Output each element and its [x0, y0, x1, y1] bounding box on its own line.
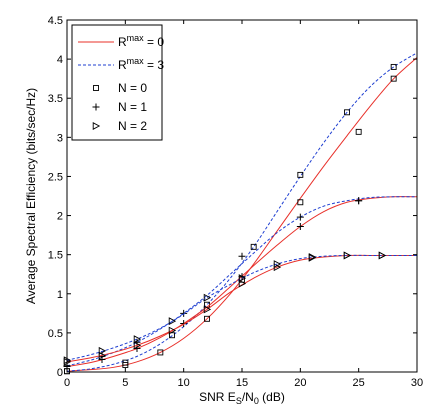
series-1-marker-6 — [344, 109, 350, 116]
series-4-marker-2 — [133, 341, 142, 350]
y-tick-label-3: 1.5 — [48, 250, 63, 262]
series-5-marker-1 — [98, 346, 107, 355]
x-tick-label-3: 15 — [236, 377, 248, 389]
series-3-marker-4 — [238, 252, 246, 260]
series-1-marker-1 — [122, 359, 129, 366]
series-5-marker-7 — [308, 253, 317, 261]
series-line-4 — [66, 254, 417, 363]
series-0-marker-3 — [204, 315, 210, 322]
series-5-marker-3 — [168, 317, 177, 326]
series-line-5 — [66, 254, 417, 361]
series-3-marker-5 — [296, 213, 304, 221]
x-axis-label: SNR ES/N0 (dB) — [199, 390, 285, 406]
y-axis-label: Average Spectral Efficiency (bits/sec/Hz… — [24, 88, 38, 304]
series-line-1 — [66, 52, 418, 372]
series-4-marker-3 — [168, 326, 177, 335]
y-tick-label-5: 2.5 — [48, 171, 63, 183]
y-tick-label-2: 1 — [57, 289, 63, 301]
y-tick-label-6: 3 — [57, 132, 63, 144]
series-line-3 — [66, 196, 418, 367]
y-tick-label-9: 4.5 — [48, 15, 63, 27]
series-0-marker-7 — [390, 75, 397, 82]
legend-marker-0 — [93, 85, 99, 91]
series-2-marker-5 — [296, 223, 304, 231]
legend-marker-label-0: N = 0 — [118, 81, 147, 95]
series-0-marker-2 — [157, 349, 164, 356]
legend-label-0: Rmax = 0 — [118, 33, 164, 49]
series-5-marker-2 — [133, 335, 142, 344]
series-5-marker-4 — [203, 293, 212, 302]
series-1-marker-5 — [297, 171, 304, 178]
series-4-marker-5 — [238, 279, 247, 288]
series-1-marker-7 — [390, 63, 397, 70]
x-tick-label-4: 20 — [294, 377, 306, 389]
axes-layer: 0 5 10 15 20 25 30 0 0.5 1 1.5 2 2.5 3 3.5 4 4.5 — [48, 15, 423, 389]
x-tick-label-2: 10 — [178, 377, 190, 389]
series-1-marker-4 — [250, 243, 257, 250]
x-axis-label-part-1: S — [236, 396, 242, 406]
y-tick-label-0: 0 — [57, 367, 63, 379]
x-axis-label-part-3: 0 — [254, 396, 259, 406]
series-4-marker-1 — [98, 351, 107, 360]
legend-marker-2 — [92, 122, 101, 130]
series-3-marker-3 — [180, 309, 188, 317]
x-tick-label-1: 5 — [122, 377, 128, 389]
series-layer — [63, 52, 418, 375]
series-5-marker-6 — [273, 260, 282, 269]
legend-box — [71, 24, 163, 141]
legend-marker-1 — [92, 103, 100, 111]
legend-marker-label-2: N = 2 — [118, 119, 147, 133]
x-axis-label-part-0: SNR E — [199, 390, 236, 404]
y-tick-label-1: 0.5 — [48, 328, 63, 340]
x-tick-label-6: 30 — [411, 377, 423, 389]
x-tick-label-5: 25 — [353, 377, 365, 389]
series-0-marker-6 — [355, 128, 362, 135]
legend: Rmax = 0 Rmax = 3 N = 0 N = 1 N = 2 — [71, 24, 164, 141]
series-5-marker-8 — [343, 251, 352, 260]
series-3-marker-6 — [355, 197, 363, 205]
y-tick-label-8: 4 — [57, 54, 63, 66]
series-0-marker-5 — [297, 199, 304, 206]
legend-label-1: Rmax = 3 — [118, 56, 164, 72]
x-tick-label-0: 0 — [64, 377, 70, 389]
series-4-marker-4 — [203, 305, 212, 314]
y-tick-label-7: 3.5 — [48, 93, 63, 105]
x-axis-label-part-4: (dB) — [259, 390, 285, 404]
series-5-marker-5 — [238, 274, 247, 283]
x-axis-label-part-2: /N — [242, 390, 254, 404]
y-tick-label-4: 2 — [57, 211, 63, 223]
legend-marker-label-1: N = 1 — [118, 100, 147, 114]
series-5-marker-9 — [378, 251, 387, 260]
